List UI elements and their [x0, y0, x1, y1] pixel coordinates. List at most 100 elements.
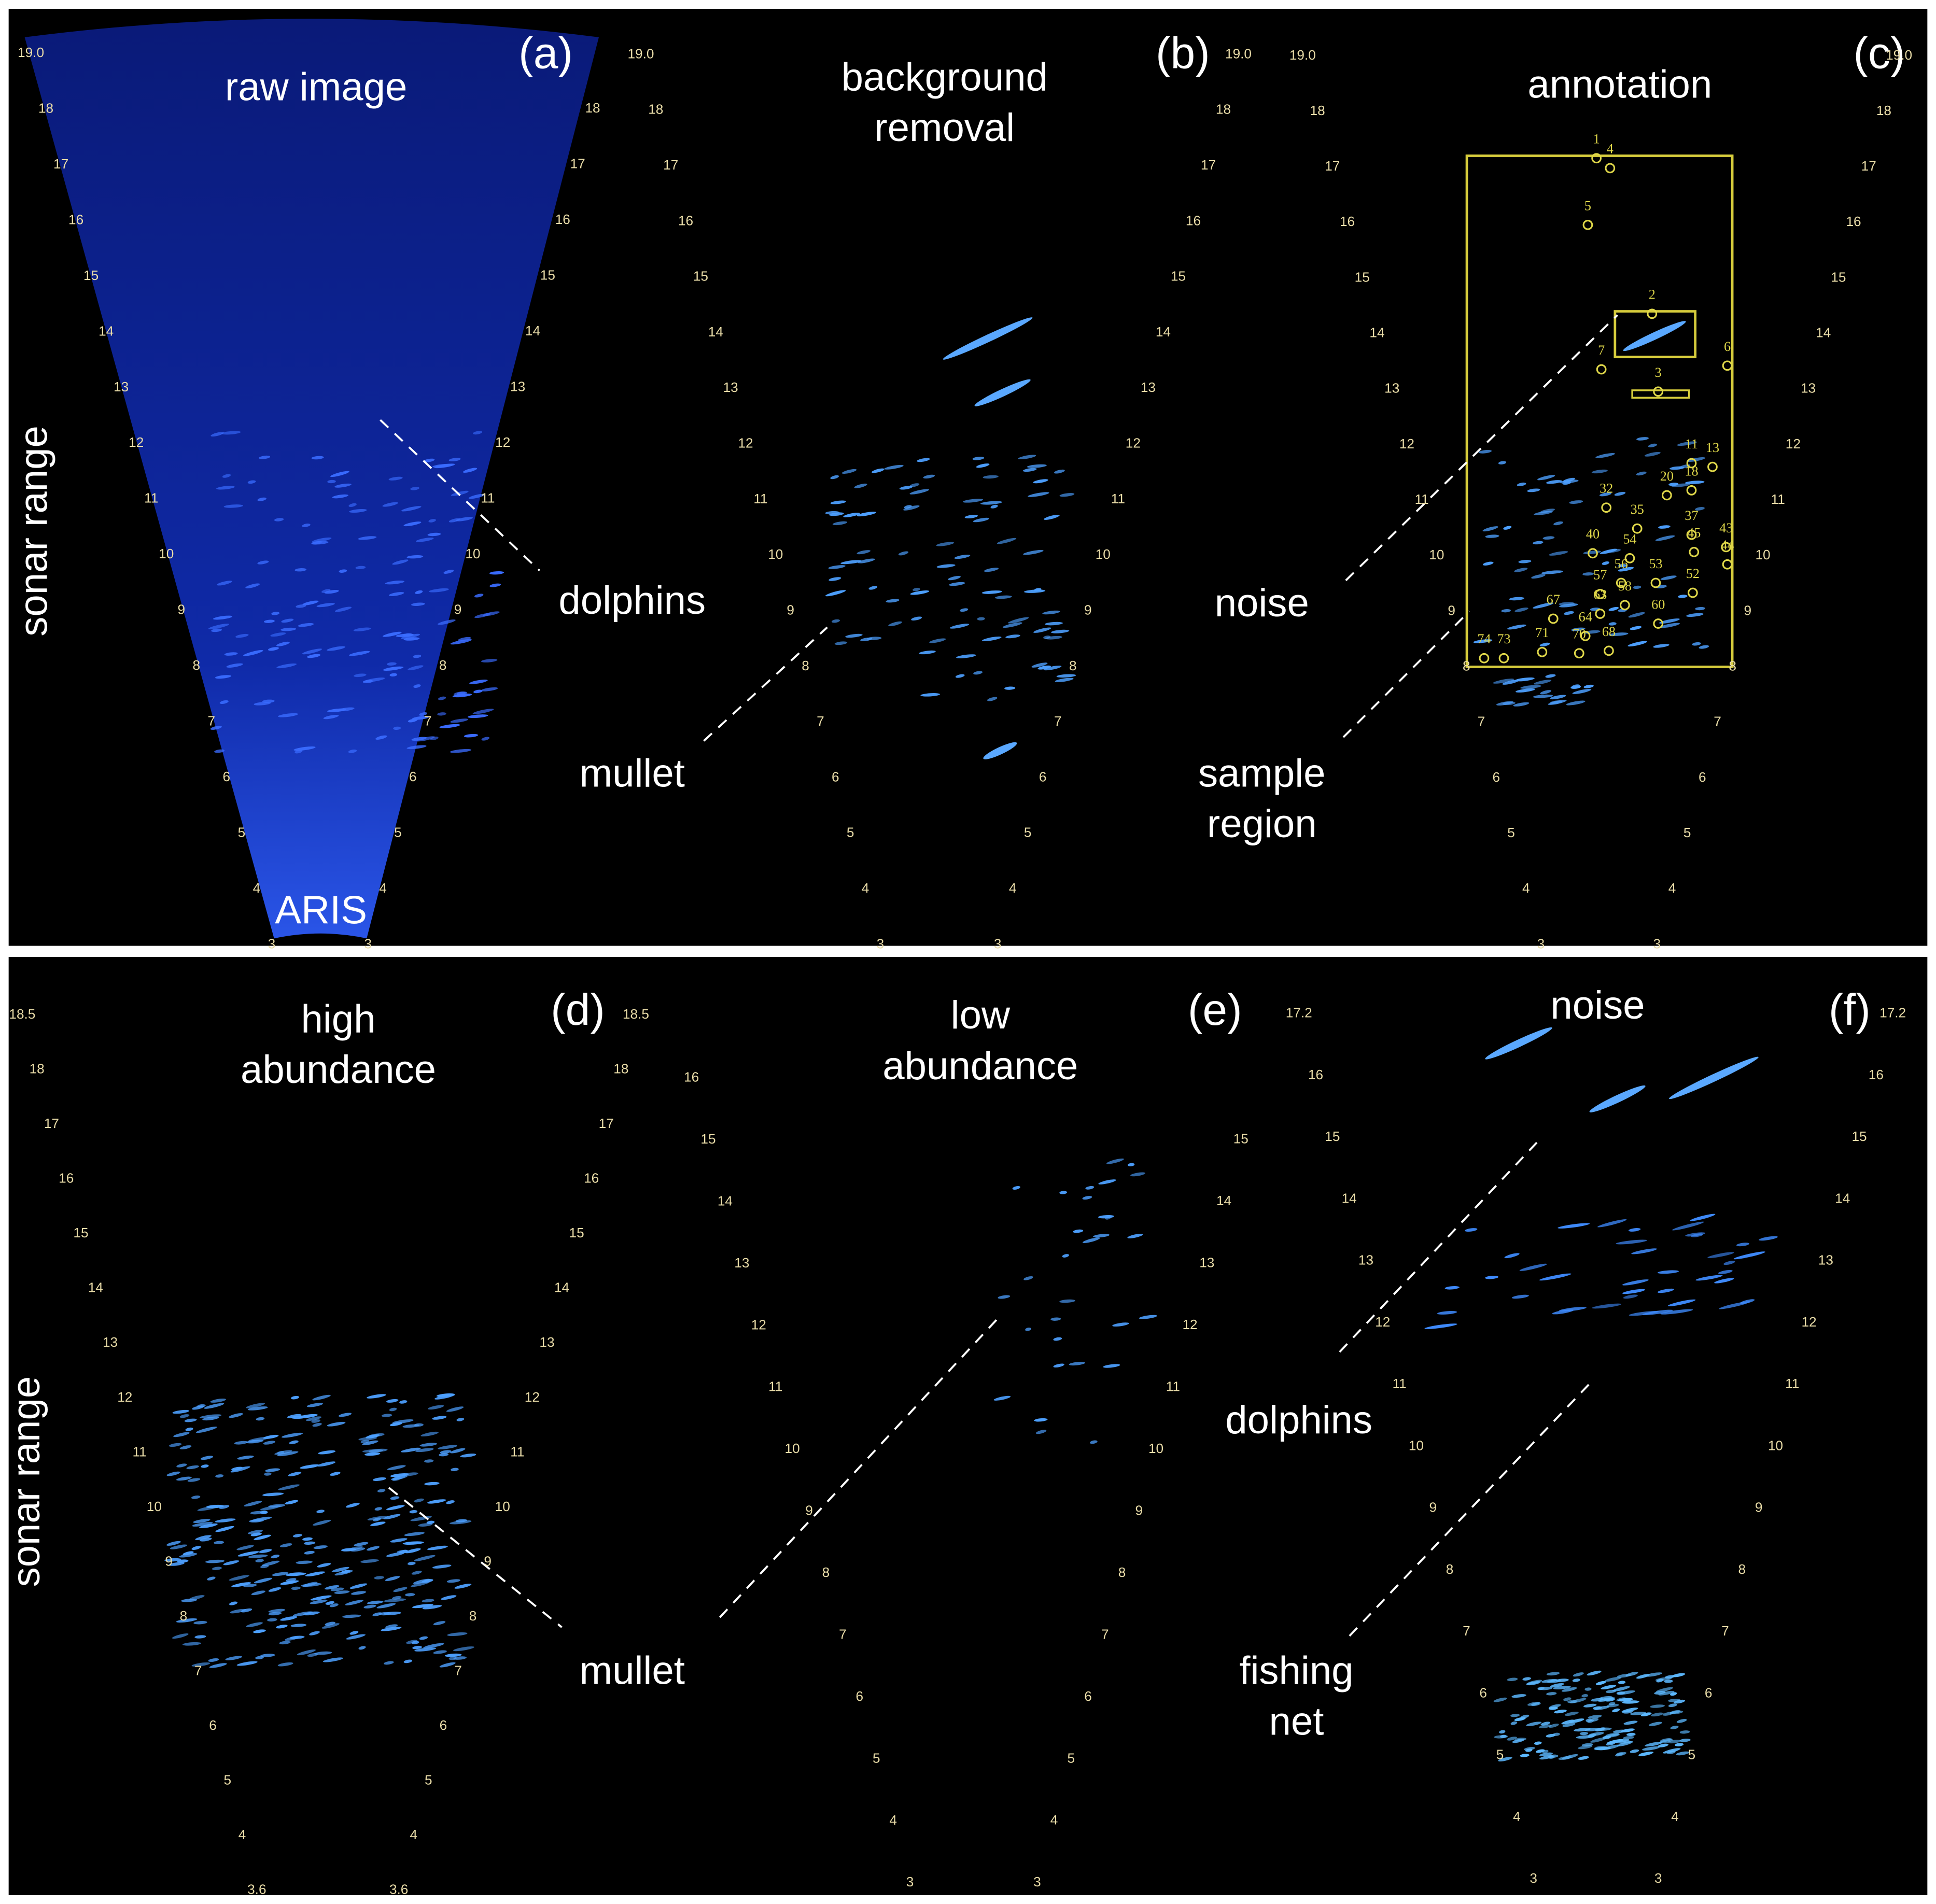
- echo: [313, 1519, 331, 1526]
- annotation-id: 52: [1686, 566, 1700, 581]
- echo: [311, 456, 324, 460]
- echo: [1045, 622, 1063, 626]
- range-label: 5: [847, 825, 854, 840]
- echo: [373, 1517, 382, 1521]
- echo: [223, 1560, 240, 1565]
- echo: [1572, 1679, 1580, 1682]
- echo: [1507, 1677, 1518, 1681]
- range-label: 4: [239, 1827, 246, 1842]
- echo: [393, 726, 401, 730]
- range-label: 6: [409, 769, 417, 784]
- range-label: 12: [1399, 436, 1414, 452]
- echo: [241, 1608, 252, 1613]
- echo: [1549, 551, 1568, 556]
- echo: [243, 650, 263, 656]
- echo: [1002, 622, 1022, 628]
- echo: [446, 1406, 464, 1412]
- echo: [237, 1551, 259, 1557]
- echo: [321, 1623, 340, 1629]
- echo: [322, 1657, 344, 1662]
- echo: [215, 1474, 224, 1478]
- echo: [458, 637, 471, 641]
- range-label: 6: [223, 769, 231, 784]
- range-label: 3: [1654, 1870, 1662, 1886]
- range-label: 13: [1801, 380, 1816, 396]
- echo: [1625, 1672, 1638, 1676]
- annotation-marker: [1661, 490, 1672, 501]
- range-label: 8: [469, 1608, 477, 1624]
- echo: [830, 475, 839, 479]
- range-label: 16: [1308, 1067, 1323, 1082]
- range-label: 14: [1342, 1190, 1357, 1206]
- echo: [208, 624, 230, 630]
- echo: [385, 1624, 398, 1629]
- echo: [854, 483, 867, 488]
- echo: [390, 1473, 409, 1477]
- echo: [1578, 1745, 1593, 1750]
- echo: [211, 432, 224, 437]
- annotation-marker: [1653, 386, 1664, 397]
- panel-title: noise: [1550, 983, 1645, 1027]
- echo: [325, 1585, 340, 1590]
- echo: [1608, 607, 1619, 611]
- echo: [1059, 493, 1075, 497]
- annotation-id: 4: [1607, 142, 1614, 157]
- echo: [1658, 1690, 1675, 1696]
- echo: [955, 674, 965, 678]
- panel-title: background: [841, 55, 1048, 99]
- echo: [469, 679, 488, 684]
- echo: [216, 486, 235, 490]
- echo: [1718, 1270, 1733, 1274]
- echo: [404, 1532, 425, 1536]
- echo: [917, 458, 930, 462]
- echo: [1552, 1309, 1574, 1315]
- echo: [342, 1614, 361, 1618]
- echo: [911, 616, 922, 621]
- range-label: 10: [768, 546, 783, 562]
- echo: [451, 490, 469, 496]
- echo: [288, 1472, 302, 1476]
- echo: [1519, 1263, 1547, 1271]
- echo: [1520, 1754, 1530, 1757]
- echo: [1714, 1278, 1734, 1284]
- echo: [302, 648, 322, 655]
- echo: [913, 587, 920, 591]
- echo: [910, 590, 930, 595]
- echo: [1578, 1756, 1589, 1760]
- range-label: 4: [1522, 880, 1530, 896]
- echo: [309, 1631, 320, 1635]
- range-label: 7: [1721, 1623, 1729, 1639]
- range-label: 19.0: [1289, 47, 1316, 63]
- echo: [840, 560, 862, 565]
- echo: [177, 1559, 189, 1563]
- echo: [1657, 1288, 1674, 1293]
- echo: [452, 693, 472, 698]
- echo: [207, 1576, 216, 1581]
- echo: [1025, 1328, 1032, 1331]
- echo: [1659, 618, 1680, 624]
- range-label: 7: [194, 1662, 202, 1678]
- echo: [382, 502, 398, 507]
- echo: [305, 1571, 325, 1577]
- echo: [1606, 1703, 1619, 1708]
- echo: [1588, 1715, 1602, 1719]
- range-label: 7: [1054, 713, 1062, 729]
- range-label: 9: [1429, 1500, 1437, 1515]
- echo: [1478, 449, 1492, 454]
- annotation-id: 18: [1685, 463, 1698, 478]
- annotation-marker: [1650, 577, 1661, 588]
- echo: [1059, 1191, 1068, 1194]
- panel-title: abundance: [241, 1048, 436, 1092]
- range-label: 18: [1310, 103, 1325, 118]
- range-label: 12: [525, 1389, 540, 1405]
- annotation-marker: [1707, 461, 1718, 472]
- range-label: 14: [708, 324, 723, 340]
- echo: [984, 568, 999, 572]
- range-label: 11: [753, 491, 767, 506]
- echo: [268, 1612, 282, 1616]
- echo: [1500, 1734, 1507, 1738]
- echo: [403, 637, 420, 641]
- echo: [1758, 1236, 1778, 1241]
- echo: [257, 497, 266, 501]
- echo: [250, 1532, 262, 1536]
